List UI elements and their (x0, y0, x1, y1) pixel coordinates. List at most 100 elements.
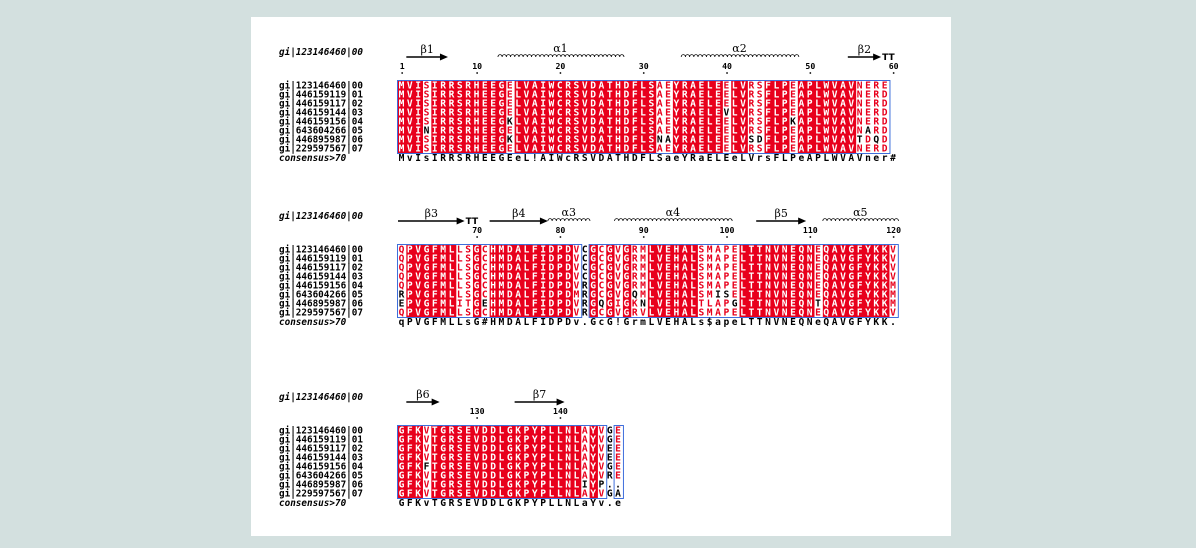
turn-label: TT (466, 217, 479, 227)
alpha-helix-label: α4 (666, 206, 680, 219)
beta-strand-label: β6 (416, 388, 429, 401)
sequence-name: gi|446159156|04 (279, 116, 363, 127)
sequence-name: gi|643604266|05 (279, 289, 363, 300)
position-number: 70 (472, 225, 482, 235)
alpha-helix-coil (614, 218, 733, 222)
position-dot (642, 236, 645, 238)
alpha-helix-coil (822, 218, 899, 222)
beta-strand-label: β4 (512, 207, 525, 220)
identity-block (398, 426, 423, 498)
identity-block (606, 245, 615, 317)
position-number: 80 (556, 225, 566, 235)
alpha-helix-label: α5 (853, 206, 867, 219)
turn-label: TT (882, 53, 895, 63)
identity-block (731, 81, 748, 153)
reference-label: gi|123146460|00 (279, 47, 363, 58)
identity-block (398, 81, 423, 153)
sequence-name: gi|446159144|03 (279, 452, 363, 463)
sequence-name: gi|123146460|00 (279, 80, 363, 91)
position-dot (476, 236, 479, 238)
consensus-label: consensus>70 (279, 153, 347, 164)
beta-strand-label: β7 (533, 388, 546, 401)
sequence-name: gi|446159119|01 (279, 253, 363, 264)
identity-block (672, 81, 723, 153)
sequence-name: gi|123146460|00 (279, 425, 363, 436)
identity-block (797, 81, 857, 153)
identity-block (647, 245, 698, 317)
identity-block (589, 245, 598, 317)
sequence-name: gi|446895987|06 (279, 479, 363, 490)
beta-strand-label: β2 (858, 43, 871, 56)
beta-strand-label: β3 (425, 207, 438, 220)
sequence-name: gi|446895987|06 (279, 298, 363, 309)
position-dot (892, 236, 895, 238)
arrow-head-icon (456, 217, 465, 225)
position-dot (476, 72, 479, 74)
position-number: 40 (722, 61, 732, 71)
position-dot (559, 236, 562, 238)
consensus-label: consensus>70 (279, 498, 347, 509)
sequence-name: gi|446895987|06 (279, 134, 363, 145)
beta-strand-label: β1 (420, 43, 433, 56)
alpha-helix-label: α3 (562, 206, 576, 219)
sequence-name: gi|446159119|01 (279, 434, 363, 445)
position-dot (476, 417, 479, 419)
arrow-head-icon (556, 398, 565, 406)
similarity-frame (588, 244, 899, 318)
sequence-name: gi|643604266|05 (279, 125, 363, 136)
sequence-name: gi|446159117|02 (279, 98, 363, 109)
position-number: 20 (556, 61, 566, 71)
position-number: 50 (805, 61, 815, 71)
identity-block (431, 426, 582, 498)
identity-block (622, 245, 632, 317)
sequence-name: gi|446159119|01 (279, 89, 363, 100)
alignment-block: gi|123146460|00 β6 β7 130 140 gi|123146460|00… (279, 388, 624, 509)
alignment-panel: gi|123146460|00 β1 α1 α2 β2 TT 1 10 20 30 40 50 60 gi… (251, 17, 951, 536)
position-dot (559, 417, 562, 419)
sequence-name: gi|229597567|07 (279, 488, 363, 499)
sequence-name: gi|446159117|02 (279, 443, 363, 454)
arrow-head-icon (539, 217, 548, 225)
position-dot (559, 72, 562, 74)
sequence-name: gi|446159144|03 (279, 271, 363, 282)
identity-block (406, 245, 457, 317)
arrow-head-icon (439, 53, 448, 61)
sequence-name: gi|229597567|07 (279, 307, 363, 318)
arrow-head-icon (431, 398, 440, 406)
sequence-name: gi|446159156|04 (279, 461, 363, 472)
alpha-helix-coil (497, 54, 625, 58)
similarity-frame (613, 425, 624, 499)
position-number: 140 (553, 406, 568, 416)
sequence-name: gi|643604266|05 (279, 470, 363, 481)
position-number: 30 (639, 61, 649, 71)
alpha-helix-coil (680, 54, 800, 58)
alignment-block: gi|123146460|00 β1 α1 α2 β2 TT 1 10 20 30 40 50 60 gi… (279, 42, 899, 164)
identity-block (764, 81, 790, 153)
similarity-frame (397, 244, 583, 318)
alpha-helix-label: α1 (553, 42, 567, 55)
position-dot (726, 72, 728, 74)
arrow-head-icon (798, 217, 807, 225)
position-number: 130 (470, 406, 485, 416)
alignment-block: gi|123146460|00 β3 TT β4 α3 α4 β5 α5 70 80 90 100 11… (279, 206, 901, 328)
similarity-frame (397, 425, 608, 499)
position-dot (726, 236, 728, 238)
alpha-helix-label: α2 (732, 42, 746, 55)
